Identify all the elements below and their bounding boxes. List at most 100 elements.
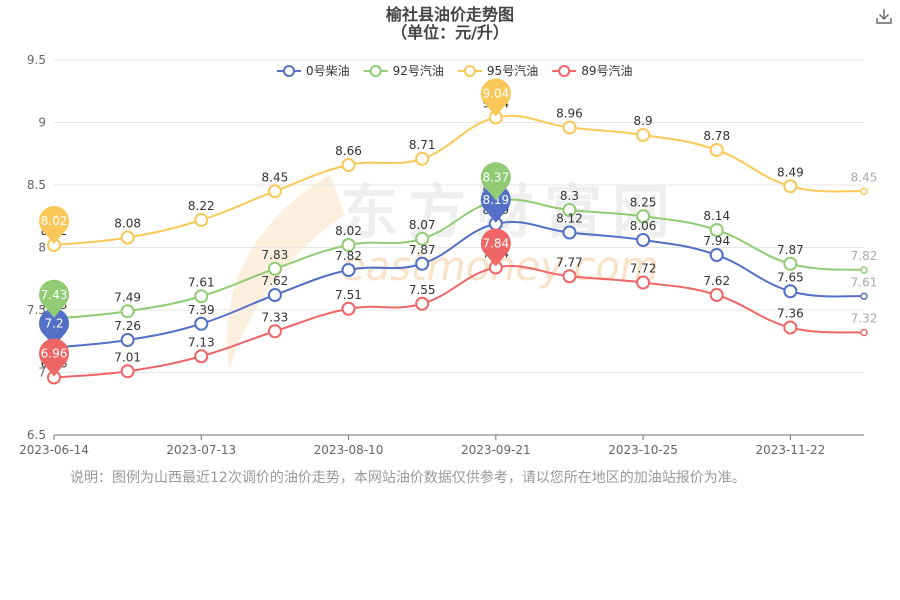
- marker-label: 8.02: [41, 214, 68, 228]
- data-label: 8.9: [634, 114, 653, 128]
- data-label: 8.3: [560, 189, 579, 203]
- data-label: 7.33: [262, 310, 289, 324]
- data-point: [341, 238, 356, 252]
- legend-item: 0号柴油: [277, 64, 350, 78]
- watermark: 东方财富网 eastmoney.com: [226, 175, 680, 370]
- x-tick-label: 2023-10-25: [608, 443, 678, 457]
- data-label: 7.61: [851, 275, 878, 289]
- y-tick-label: 7: [38, 366, 46, 380]
- data-label: 8.06: [630, 219, 657, 233]
- data-point: [341, 301, 356, 316]
- data-point: [783, 284, 798, 299]
- marker-label: 6.96: [41, 347, 68, 361]
- data-point: [194, 316, 209, 331]
- x-tick-label: 2023-07-13: [166, 443, 236, 457]
- data-label: 7.87: [777, 243, 804, 257]
- data-point: [783, 256, 798, 271]
- data-point: [860, 292, 868, 300]
- data-point: [709, 248, 724, 262]
- marker-label: 7.2: [44, 317, 63, 331]
- data-label: 7.62: [262, 274, 289, 288]
- data-label: 7.36: [777, 307, 804, 321]
- data-point: [636, 233, 651, 247]
- data-point: [267, 261, 282, 276]
- data-label: 8.25: [630, 195, 657, 209]
- data-label: 7.94: [703, 234, 730, 248]
- marker-pin: 6.96: [39, 338, 69, 377]
- data-label: 7.72: [630, 262, 657, 276]
- marker-pin-head: [480, 162, 511, 193]
- watermark-text-cn: 东方财富网: [340, 178, 680, 246]
- data-point: [562, 225, 577, 240]
- legend-label: 0号柴油: [306, 64, 350, 78]
- y-tick-label: 8: [38, 241, 46, 255]
- y-tick-label: 6.5: [27, 428, 46, 442]
- data-label: 7.87: [409, 243, 436, 257]
- data-label: 8.22: [188, 199, 215, 213]
- data-point: [341, 263, 356, 277]
- data-point: [860, 266, 868, 274]
- data-point: [860, 328, 868, 337]
- legend-label: 89号汽油: [581, 63, 632, 78]
- marker-pin-head: [39, 338, 69, 369]
- data-label: 7.55: [409, 283, 436, 297]
- data-label: 8.45: [851, 170, 878, 184]
- marker-pin-head: [480, 228, 511, 259]
- data-label: 8.02: [335, 224, 362, 238]
- data-label: 8.71: [409, 138, 436, 152]
- data-label: 7.61: [188, 275, 215, 289]
- data-point: [120, 304, 135, 319]
- marker-pin: 9.04: [480, 78, 511, 117]
- y-tick-label: 9: [38, 116, 46, 130]
- data-point: [267, 288, 282, 302]
- marker-pin: 7.43: [39, 279, 69, 318]
- data-label: 8.14: [703, 209, 730, 223]
- data-label: 7.49: [114, 290, 141, 304]
- data-label: 7.65: [777, 270, 804, 284]
- data-point: [194, 213, 209, 227]
- data-label: 8.08: [114, 217, 141, 231]
- data-label: 7.01: [114, 350, 141, 364]
- data-point: [636, 128, 651, 142]
- download-icon[interactable]: [874, 6, 894, 26]
- marker-label: 9.04: [482, 87, 509, 101]
- chart-title: 榆社县油价走势图: [385, 5, 514, 24]
- data-label: 7.62: [703, 274, 730, 288]
- data-point: [120, 333, 135, 347]
- data-point: [562, 203, 577, 217]
- data-point: [120, 364, 135, 379]
- x-tick-label: 2023-11-22: [755, 443, 825, 457]
- data-point: [415, 231, 430, 246]
- data-labels: 7.27.267.397.627.827.878.198.128.067.947…: [41, 97, 878, 371]
- data-label: 7.13: [188, 335, 215, 349]
- data-point: [709, 288, 724, 302]
- data-point: [267, 184, 282, 199]
- data-point: [636, 209, 651, 224]
- series-group: [47, 110, 868, 385]
- data-label: 7.51: [335, 288, 362, 302]
- data-point: [709, 143, 724, 157]
- data-point: [562, 120, 577, 135]
- y-tick-label: 9.5: [27, 53, 46, 67]
- marker-pin-head: [480, 78, 511, 109]
- data-point: [194, 349, 209, 364]
- marker-pin-head: [39, 308, 69, 339]
- data-point: [120, 230, 135, 245]
- x-tick-label: 2023-08-10: [314, 443, 384, 457]
- data-point: [783, 320, 798, 335]
- chart-subtitle: （单位：元/升）: [391, 23, 509, 42]
- grid: [54, 59, 864, 373]
- marker-pin: 7.84: [480, 228, 511, 267]
- data-label: 7.83: [262, 248, 289, 262]
- data-point: [341, 158, 356, 172]
- marker-pin: 8.02: [39, 206, 69, 244]
- legend[interactable]: 0号柴油 92号汽油 95号汽油 89号汽油: [277, 63, 632, 78]
- data-label: 8.78: [703, 129, 730, 143]
- data-label: 8.12: [556, 212, 583, 226]
- data-label: 7.82: [851, 249, 878, 263]
- legend-label: 92号汽油: [393, 63, 444, 78]
- x-tick-label: 2023-06-14: [19, 443, 89, 457]
- y-tick-label: 8.5: [27, 178, 46, 192]
- legend-marker: [463, 65, 476, 77]
